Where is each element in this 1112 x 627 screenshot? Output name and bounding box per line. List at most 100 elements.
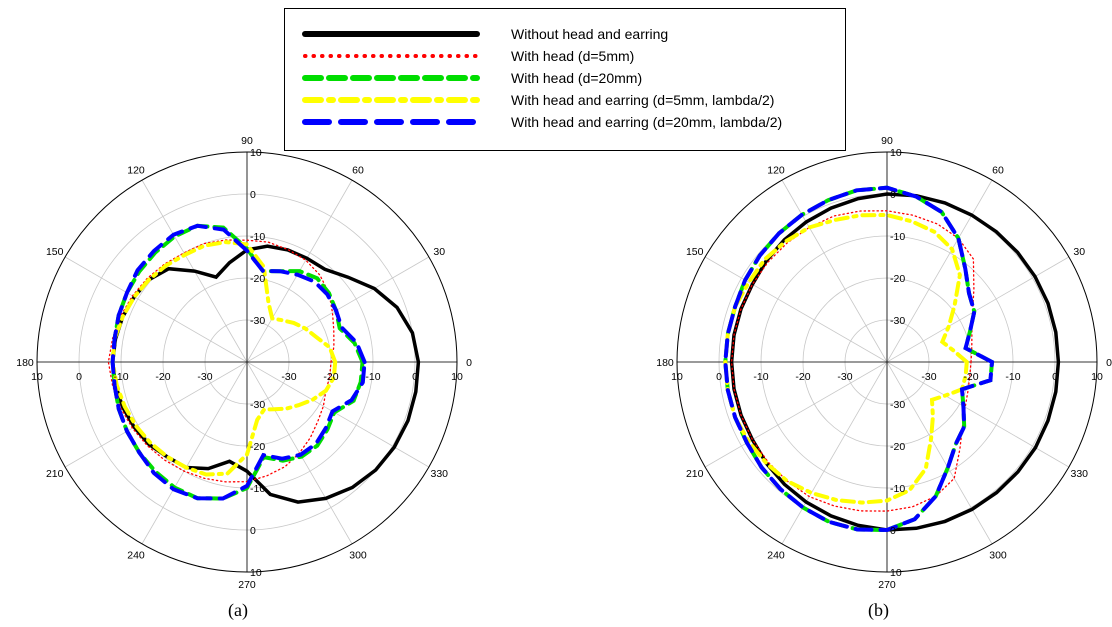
radial-tick-label: 10 [890, 567, 902, 579]
angle-tick-label: 330 [430, 468, 448, 480]
radial-tick-label: 0 [412, 371, 418, 383]
radial-tick-label: 0 [76, 371, 82, 383]
radial-tick-label: -30 [890, 399, 905, 411]
radial-tick-label: 10 [250, 567, 262, 579]
caption-b: (b) [868, 600, 889, 620]
radial-tick-label: 0 [250, 525, 256, 537]
radial-tick-label: -30 [837, 371, 852, 383]
legend-label-4: With head and earring (d=20mm, lambda/2) [511, 114, 783, 130]
legend-swatch-red [303, 54, 479, 58]
radial-tick-label: -10 [753, 371, 768, 383]
legend-label-1: With head (d=5mm) [511, 48, 635, 64]
angle-tick-label: 30 [433, 246, 445, 258]
radial-tick-label: -10 [113, 371, 128, 383]
legend-entry-earring-20mm: With head and earring (d=20mm, lambda/2) [285, 111, 845, 136]
angle-tick-label: 210 [686, 468, 704, 480]
angle-tick-label: 90 [241, 135, 253, 147]
angle-tick-label: 240 [127, 549, 145, 561]
radial-tick-label: 0 [890, 525, 896, 537]
radial-tick-label: 10 [31, 371, 43, 383]
grid-spoke [781, 179, 888, 363]
angle-tick-label: 60 [352, 165, 364, 177]
grid-spoke [64, 361, 248, 468]
radial-tick-label: 0 [250, 189, 256, 201]
series-line-5 [723, 185, 995, 533]
legend-label-2: With head (d=20mm) [511, 70, 643, 86]
radial-tick-label: -20 [890, 273, 905, 285]
angle-tick-label: 270 [878, 579, 896, 591]
angle-tick-label: 270 [238, 579, 256, 591]
radial-tick-label: -10 [890, 483, 905, 495]
radial-tick-label: -10 [365, 371, 380, 383]
series-line-4 [723, 212, 969, 505]
legend-swatch-green [302, 75, 480, 81]
radial-tick-label: 10 [890, 147, 902, 159]
radial-tick-label: -20 [250, 441, 265, 453]
radial-tick-label: -30 [250, 399, 265, 411]
radial-tick-label: 10 [1091, 371, 1103, 383]
grid-spoke [886, 361, 1070, 468]
angle-tick-label: 30 [1073, 246, 1085, 258]
angle-tick-label: 150 [46, 246, 64, 258]
legend-entry-head-20mm: With head (d=20mm) [285, 67, 845, 92]
angle-tick-label: 180 [16, 357, 34, 369]
radial-tick-label: -30 [250, 315, 265, 327]
angle-tick-label: 90 [881, 135, 893, 147]
radial-tick-label: -10 [1005, 371, 1020, 383]
angle-tick-label: 0 [1106, 357, 1112, 369]
radial-tick-label: 10 [250, 147, 262, 159]
angle-tick-label: 240 [767, 549, 785, 561]
legend-label-3: With head and earring (d=5mm, lambda/2) [511, 92, 775, 108]
grid-spoke [246, 361, 430, 468]
angle-tick-label: 180 [656, 357, 674, 369]
grid-spoke [886, 179, 993, 363]
radial-tick-label: -30 [197, 371, 212, 383]
angle-tick-label: 0 [466, 357, 472, 369]
angle-tick-label: 300 [349, 549, 367, 561]
angle-tick-label: 150 [686, 246, 704, 258]
angle-tick-label: 330 [1070, 468, 1088, 480]
angle-tick-label: 60 [992, 165, 1004, 177]
radial-tick-label: -10 [250, 483, 265, 495]
legend-entry-head-5mm: With head (d=5mm) [285, 45, 845, 70]
grid-spoke [246, 256, 430, 363]
caption-a: (a) [228, 600, 248, 620]
legend: Without head and earring With head (d=5m… [284, 8, 846, 151]
series-line-5 [110, 223, 367, 501]
radial-tick-label: -20 [795, 371, 810, 383]
radial-tick-label: -10 [250, 231, 265, 243]
grid-spoke [704, 361, 888, 468]
grid-spoke [886, 256, 1070, 363]
legend-entry-earring-5mm: With head and earring (d=5mm, lambda/2) [285, 89, 845, 114]
grid-spoke [704, 256, 888, 363]
radial-tick-label: -30 [281, 371, 296, 383]
radial-tick-label: 10 [451, 371, 463, 383]
grid-spoke [141, 361, 248, 545]
angle-tick-label: 300 [989, 549, 1007, 561]
legend-swatch-blue [302, 119, 480, 125]
grid-spoke [64, 256, 248, 363]
series-line-2 [107, 239, 335, 483]
legend-entry-without-head: Without head and earring [285, 23, 845, 48]
radial-tick-label: -30 [890, 315, 905, 327]
radial-tick-label: -20 [323, 371, 338, 383]
radial-tick-label: -20 [890, 441, 905, 453]
angle-tick-label: 120 [767, 165, 785, 177]
radial-tick-label: -30 [921, 371, 936, 383]
radial-tick-label: 10 [671, 371, 683, 383]
legend-swatch-black [302, 31, 480, 37]
series-line-1 [729, 192, 1061, 532]
legend-label-0: Without head and earring [511, 26, 669, 42]
radial-tick-label: -10 [890, 231, 905, 243]
grid-spoke [886, 361, 993, 545]
radial-tick-label: -20 [250, 273, 265, 285]
angle-tick-label: 210 [46, 468, 64, 480]
grid-spoke [781, 361, 888, 545]
legend-swatch-yellow [302, 97, 480, 103]
radial-tick-label: -20 [155, 371, 170, 383]
angle-tick-label: 120 [127, 165, 145, 177]
radial-tick-label: 0 [716, 371, 722, 383]
radial-tick-label: 0 [1052, 371, 1058, 383]
